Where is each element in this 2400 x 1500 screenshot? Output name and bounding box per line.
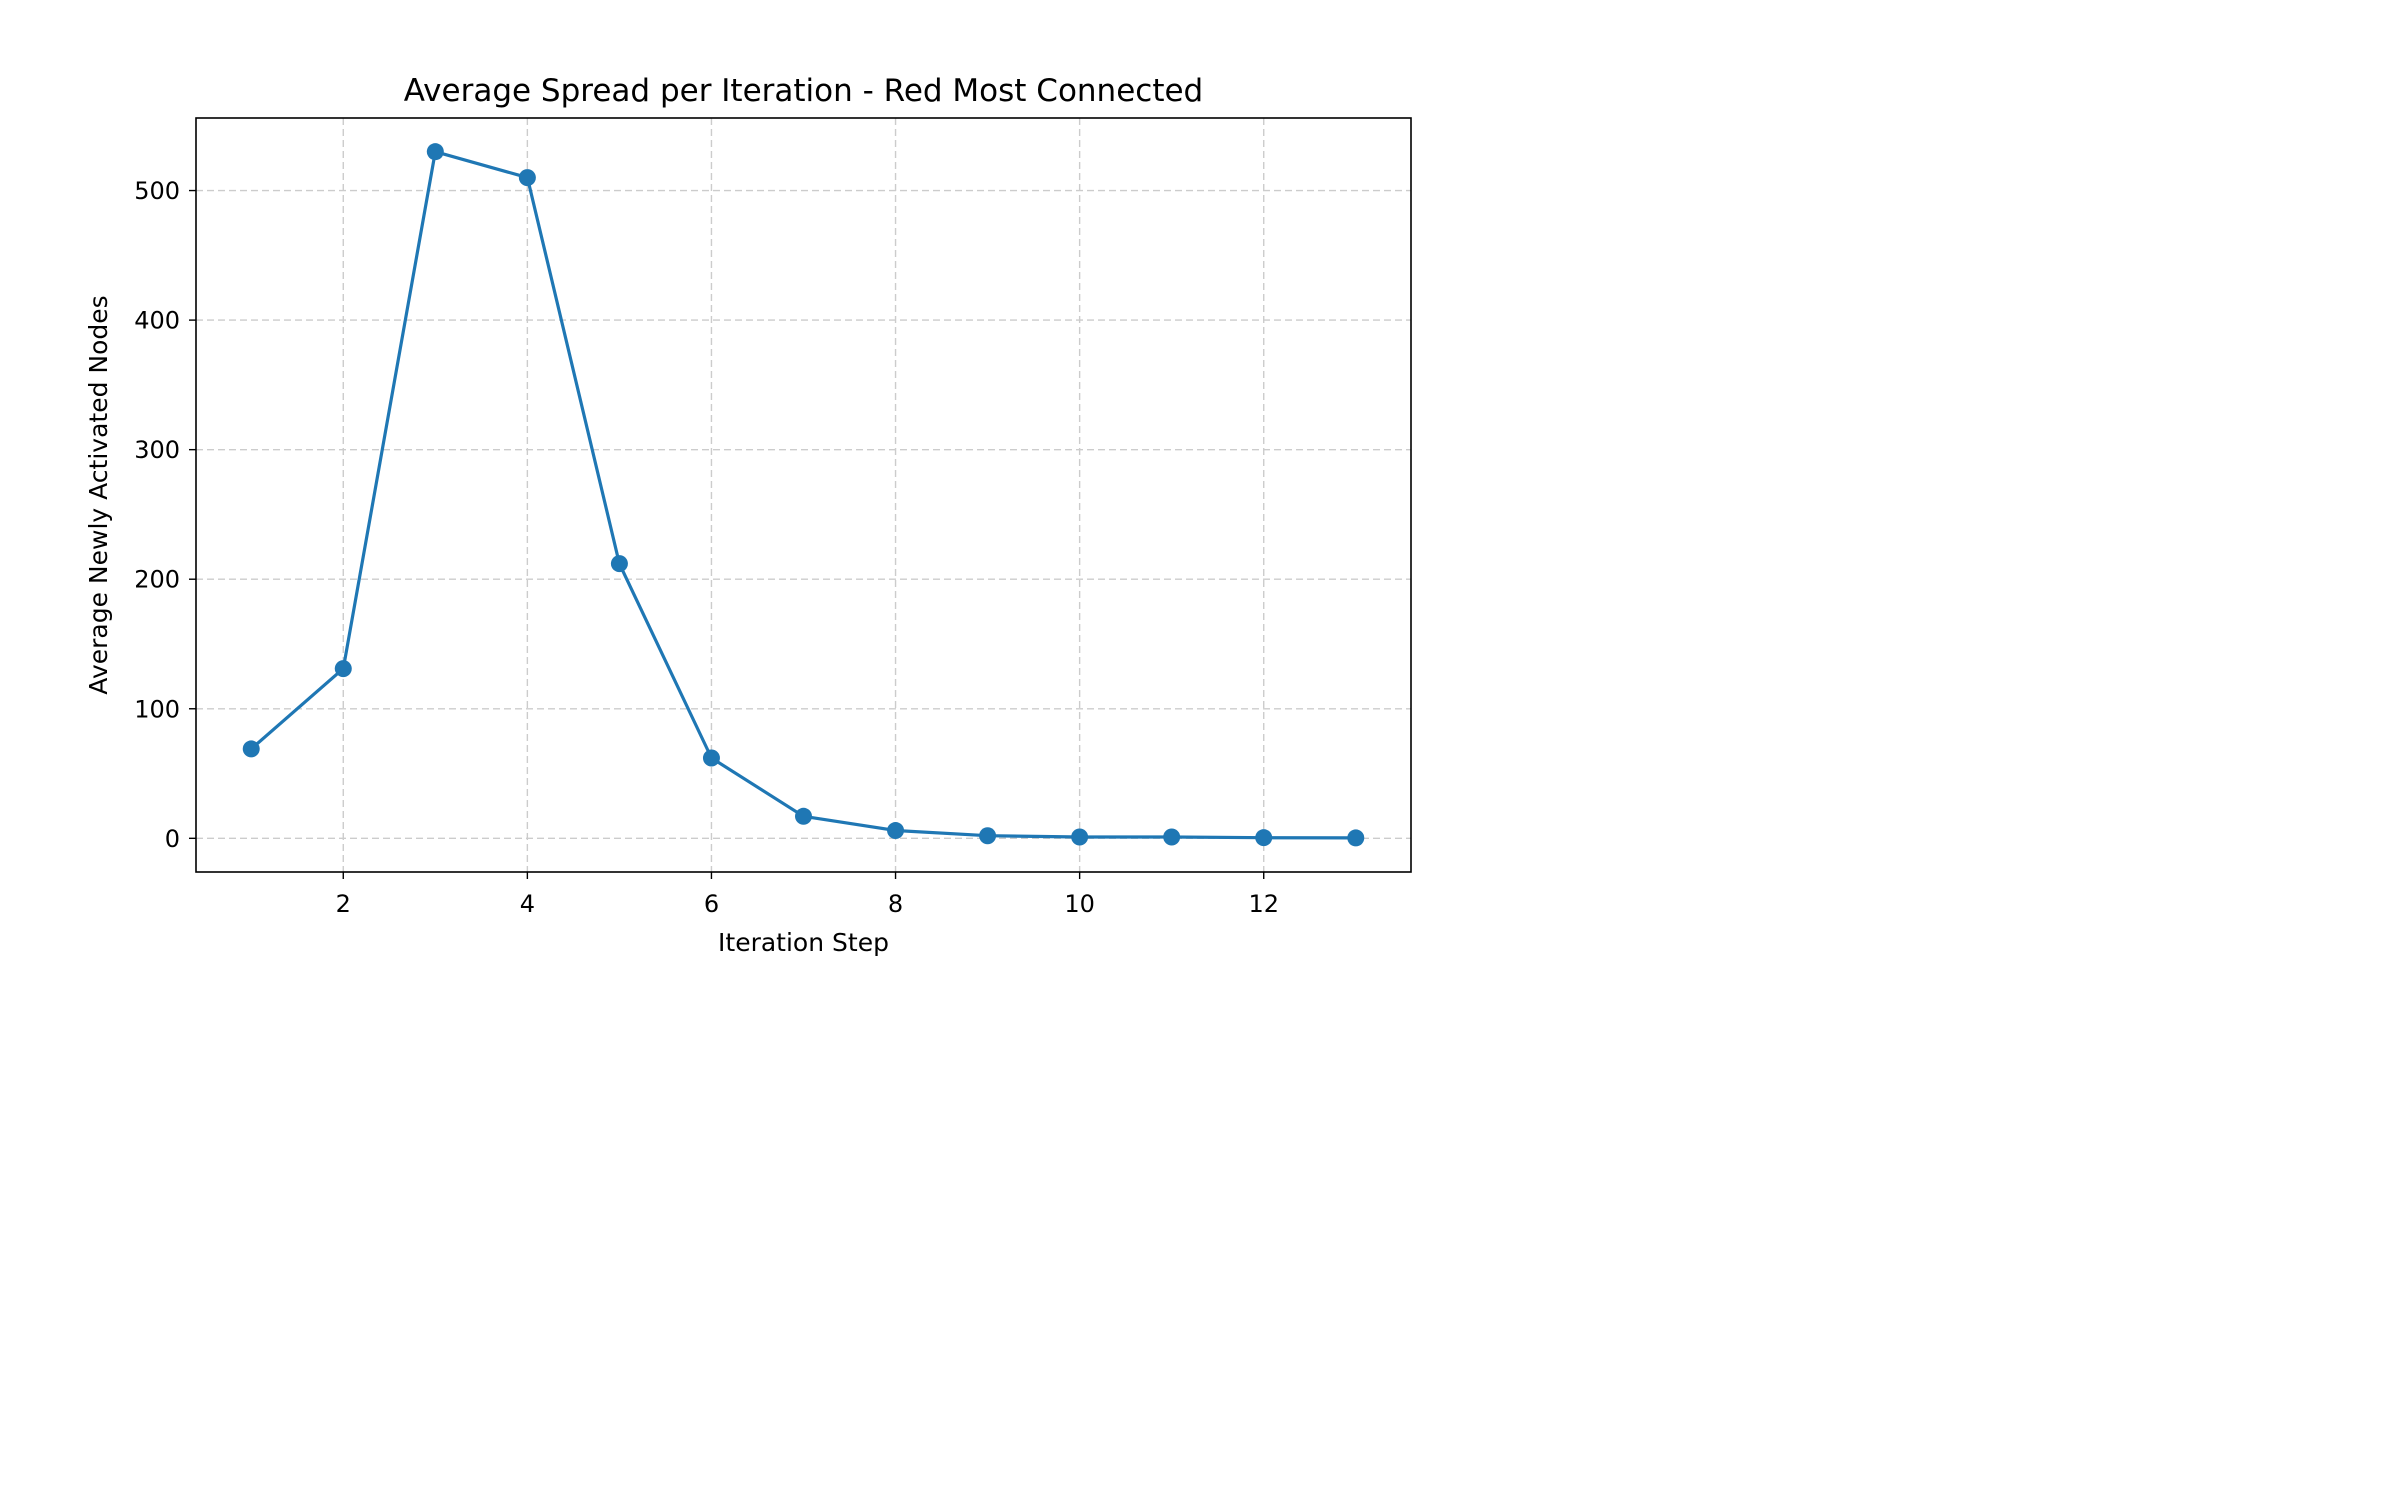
plot-frame (195, 117, 1412, 873)
chart: 2 4 6 8 10 12 0 100 200 300 400 500 Average Spread … (0, 0, 1567, 980)
data-point (795, 807, 812, 825)
x-tick-label: 12 (1248, 890, 1279, 918)
x-axis-label: Iteration Step (718, 928, 889, 957)
chart-title: Average Spread per Iteration - Red Most … (404, 73, 1203, 109)
series-layer (242, 143, 1365, 847)
data-point (426, 143, 444, 161)
x-tick-label: 10 (1064, 890, 1095, 918)
data-point (334, 660, 352, 678)
ticks: 2 4 6 8 10 12 0 100 200 300 400 500 (134, 177, 1279, 918)
data-point (979, 827, 997, 845)
y-tick-label: 400 (134, 307, 180, 335)
grid (196, 118, 1411, 872)
y-tick-label: 100 (134, 695, 180, 723)
series-line (250, 150, 1356, 840)
x-tick-label: 8 (888, 890, 903, 918)
data-point (518, 169, 536, 187)
data-point (1347, 829, 1365, 847)
line-chart: 2 4 6 8 10 12 0 100 200 300 400 500 Average Spread … (84, 73, 1412, 957)
y-axis-label: Average Newly Activated Nodes (84, 295, 113, 694)
data-point (1163, 828, 1181, 846)
data-point (242, 740, 260, 758)
y-tick-label: 500 (134, 177, 180, 205)
data-point (702, 749, 720, 767)
data-point (1071, 828, 1089, 846)
y-tick-label: 200 (134, 566, 180, 594)
data-point (610, 555, 628, 573)
x-tick-label: 2 (336, 890, 351, 918)
x-tick-label: 6 (704, 890, 719, 918)
y-tick-label: 300 (134, 436, 180, 464)
y-tick-label: 0 (165, 825, 180, 853)
data-point (887, 822, 905, 840)
data-point (1255, 829, 1273, 847)
x-tick-label: 4 (520, 890, 535, 918)
